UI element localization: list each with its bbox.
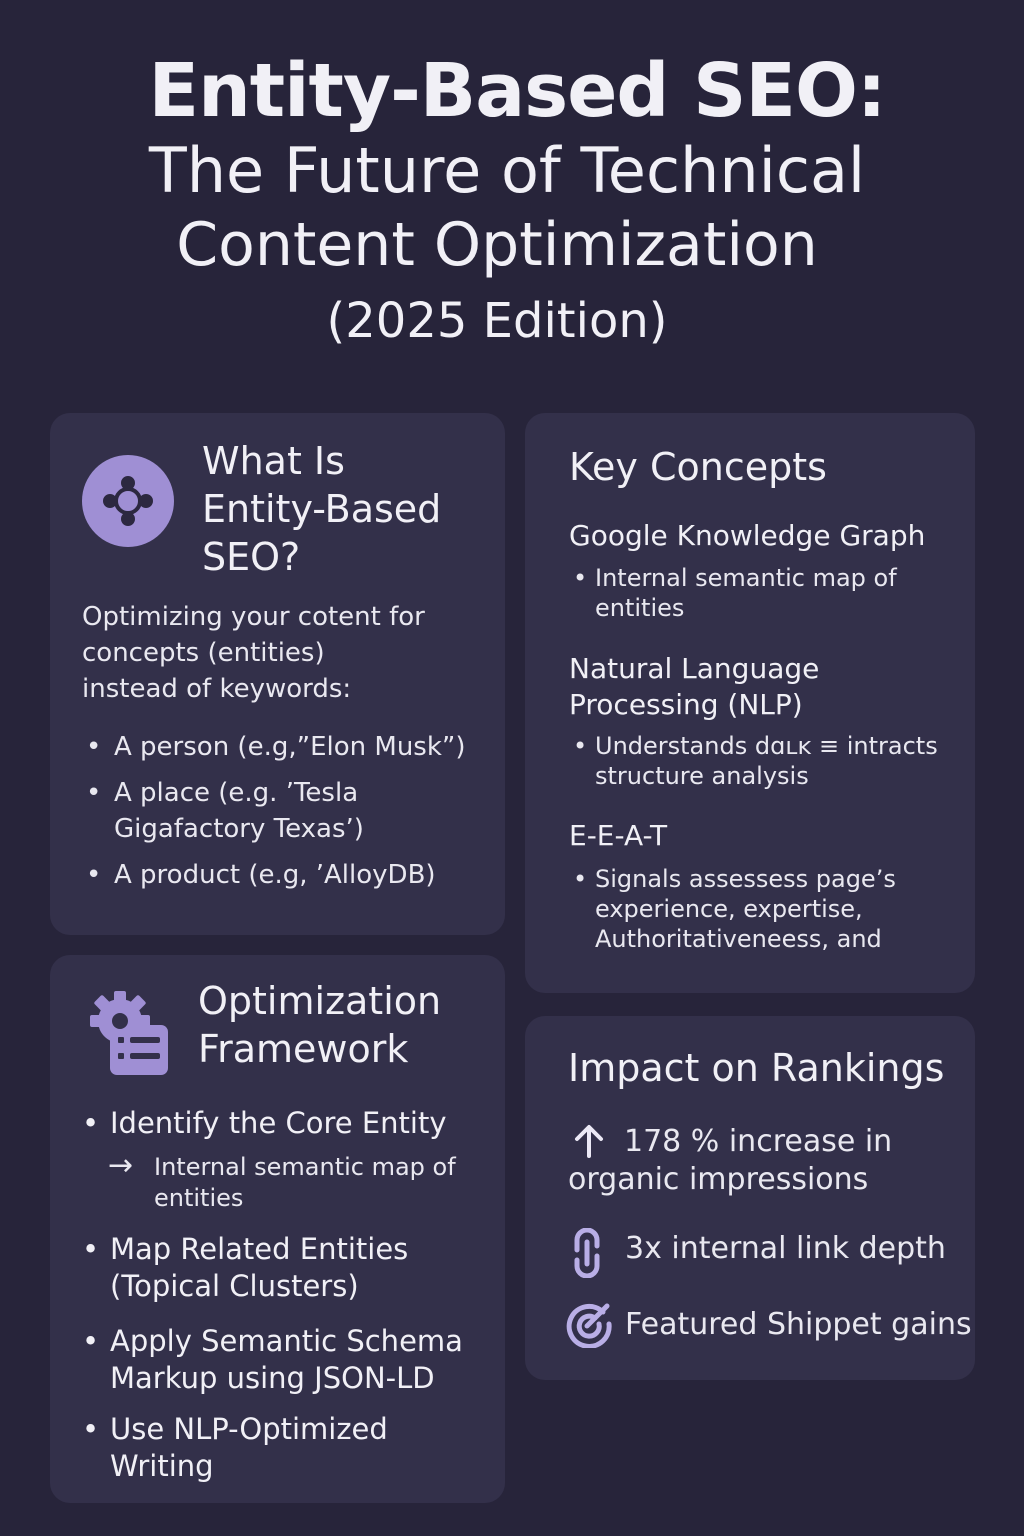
step-3-light: using JSON-LD [217, 1361, 435, 1395]
key-heading-nlp: Natural Language Processing (NLP) [569, 652, 820, 721]
step-1-sub-text: Internal semantic map of entities [154, 1153, 456, 1212]
opt-title-l1: Optimization [198, 979, 442, 1023]
what-intro: Optimizing your cotent for concepts (ent… [82, 599, 425, 707]
key-heading-knowledge-graph: Google Knowledge Graph [569, 519, 926, 552]
gear-list-icon [90, 991, 172, 1081]
impact-stat-link-depth: 3x internal link depth [625, 1231, 946, 1266]
title-line-2: The Future of Technical [148, 134, 866, 207]
step-1-sub: → Internal semantic map of entities [108, 1148, 494, 1214]
what-intro-l1: Optimizing your cotent for [82, 602, 425, 632]
step-3-label: Apply Semantic Schema Markup [110, 1324, 463, 1395]
what-title-l1: What Is [202, 439, 345, 483]
opt-title: Optimization Framework [198, 977, 441, 1073]
step-4-label: Use NLP-Optimized Writing [110, 1412, 388, 1483]
list-item: Apply Semantic Schema Markup using JSON-… [78, 1323, 498, 1397]
what-intro-l2: concepts (entities) [82, 638, 325, 668]
page-title: Entity-Based SEO: The Future of Technica… [0, 48, 1024, 358]
impact-stat-snippet: Featured Shippet gains [625, 1307, 972, 1342]
key-list-knowledge-graph: Internal semantic map of entities [569, 563, 929, 623]
what-title-l2: Entity-Based [202, 487, 442, 531]
title-line-1: Entity-Based SEO: [148, 48, 887, 134]
list-item: Use NLP-Optimized Writing [78, 1411, 410, 1485]
entity-example-list: A person (e.g,”Elon Musk”) A place (e.g.… [82, 729, 482, 893]
impact-stat-value: 178 % [624, 1124, 720, 1159]
title-line-3: Content Optimization [176, 210, 818, 280]
card-what-is-entity-seo: What Is Entity-Based SEO? Optimizing you… [50, 413, 505, 935]
arrow-up-icon [573, 1124, 605, 1162]
list-item: Signals assessess page’s experience, exp… [569, 864, 939, 954]
list-item: A product (e.g, ’AlloyDB) [82, 857, 482, 893]
list-item: Map Related Entities (Topical Clusters) [78, 1231, 498, 1305]
opt-title-l2: Framework [198, 1027, 409, 1071]
key-list-nlp: Understands dɑʟĸ ≡ intracts structure an… [569, 731, 949, 791]
list-item: Identify the Core Entity [78, 1105, 498, 1142]
link-icon [569, 1227, 605, 1282]
step-2-label: Map Related Entities (Topical Clusters) [110, 1232, 409, 1303]
key-title: Key Concepts [569, 445, 827, 489]
key-heading-eeat: E-E-A-T [569, 819, 668, 852]
what-title: What Is Entity-Based SEO? [202, 437, 441, 581]
list-item: A person (e.g,”Elon Musk”) [82, 729, 482, 765]
impact-stat-impressions: 178 % increase in organic impressions [568, 1123, 928, 1199]
arrow-right-icon: → [108, 1148, 134, 1183]
what-intro-l3: instead of keywords: [82, 674, 352, 704]
card-optimization-framework: Optimization Framework Identify the Core… [50, 955, 505, 1503]
card-key-concepts: Key Concepts Google Knowledge Graph Inte… [525, 413, 975, 993]
what-title-l3: SEO? [202, 535, 301, 579]
framework-steps-list: Identify the Core Entity [78, 1105, 498, 1148]
key-list-eeat: Signals assessess page’s experience, exp… [569, 864, 939, 954]
step-1-label: Identify the Core Entity [110, 1106, 447, 1140]
impact-stat-rest: increase in organic impressions [568, 1124, 893, 1197]
card-impact-on-rankings: Impact on Rankings 178 % increase in org… [525, 1016, 975, 1380]
impact-title: Impact on Rankings [568, 1046, 945, 1090]
list-item: A place (e.g. ’Tesla Gigafactory Texas’) [82, 775, 482, 847]
list-item: Understands dɑʟĸ ≡ intracts structure an… [569, 731, 949, 791]
network-icon [82, 455, 174, 547]
list-item: Internal semantic map of entities [569, 563, 929, 623]
title-line-4: (2025 Edition) [326, 293, 668, 349]
target-icon [565, 1300, 613, 1352]
framework-steps-list-2: Map Related Entities (Topical Clusters) … [78, 1231, 498, 1485]
